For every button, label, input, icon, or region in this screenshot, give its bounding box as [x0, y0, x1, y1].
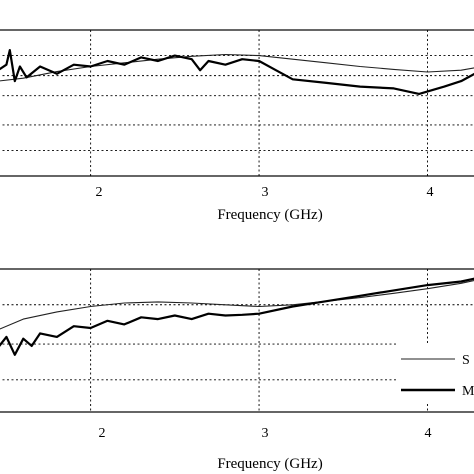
bottom-tick-label-3: 3 — [262, 426, 269, 441]
bottom-series-group — [0, 277, 474, 356]
legend: S M — [397, 343, 474, 403]
bottom-tick-label-4: 4 — [425, 426, 432, 441]
top-chart: 2 3 4 Frequency (GHz) — [0, 29, 474, 223]
top-x-axis-label: Frequency (GHz) — [217, 207, 322, 223]
bottom-grid — [0, 269, 474, 412]
top-tick-label-3: 3 — [262, 185, 269, 200]
top-series-measured-line — [0, 49, 474, 95]
top-tick-label-4: 4 — [427, 185, 434, 200]
top-plot-frame — [0, 29, 474, 177]
bottom-x-axis-label: Frequency (GHz) — [217, 456, 322, 472]
legend-label-measured: M — [462, 384, 474, 399]
bottom-plot-frame — [0, 268, 474, 413]
bottom-tick-label-2: 2 — [99, 426, 106, 441]
bottom-series-simulated-line — [0, 279, 474, 330]
bottom-series-measured-line — [0, 277, 474, 356]
bottom-chart: 2 3 4 Frequency (GHz) S M — [0, 268, 474, 472]
top-tick-label-2: 2 — [96, 185, 103, 200]
top-series-group — [0, 49, 474, 95]
top-grid — [0, 30, 474, 176]
legend-background — [397, 343, 474, 403]
legend-label-simulated: S — [462, 353, 470, 368]
top-series-simulated-line — [0, 53, 474, 82]
